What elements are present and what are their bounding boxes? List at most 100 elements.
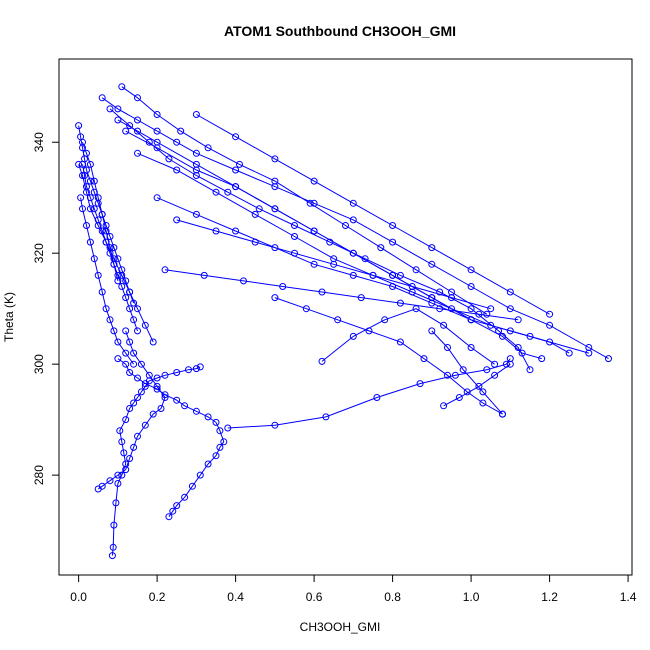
series-3 — [94, 327, 169, 493]
data-point — [161, 371, 169, 379]
data-point — [79, 205, 86, 213]
data-layer — [75, 83, 612, 560]
data-point — [204, 460, 212, 468]
data-point — [318, 288, 326, 296]
series-18 — [118, 83, 491, 318]
data-point — [334, 316, 342, 324]
x-axis-label: CH3OOH_GMI — [300, 620, 381, 634]
series-line — [321, 308, 495, 365]
data-point — [173, 166, 181, 174]
data-point — [94, 194, 102, 202]
data-point — [134, 374, 141, 382]
data-point — [98, 288, 106, 296]
data-point — [487, 305, 495, 313]
chart-title: ATOM1 Southbound CH3OOH_GMI — [224, 23, 456, 39]
data-point — [126, 369, 134, 376]
data-point — [165, 513, 173, 521]
data-point — [114, 355, 122, 363]
data-point — [94, 271, 102, 279]
data-point — [196, 471, 204, 479]
data-point — [491, 371, 499, 379]
data-point — [279, 283, 287, 290]
data-point — [318, 357, 326, 365]
data-point — [134, 394, 141, 401]
series-line — [431, 330, 503, 415]
data-point — [459, 366, 467, 374]
data-point — [526, 332, 534, 340]
data-point — [169, 507, 177, 515]
series-12 — [134, 149, 593, 357]
x-tick-label: 1.0 — [463, 590, 480, 604]
data-point — [90, 177, 98, 185]
data-point — [526, 366, 534, 374]
data-point — [118, 283, 126, 290]
data-point — [310, 227, 318, 235]
data-point — [381, 316, 389, 324]
data-point — [122, 127, 130, 135]
data-point — [98, 94, 106, 102]
data-point — [204, 413, 212, 421]
series-line — [121, 86, 488, 315]
data-point — [232, 166, 240, 174]
series-line — [111, 366, 201, 556]
data-point — [444, 371, 451, 379]
x-tick-label: 0.0 — [70, 590, 87, 604]
data-point — [102, 305, 110, 313]
data-point — [506, 288, 514, 296]
data-point — [479, 399, 487, 407]
series-line — [109, 108, 531, 370]
data-point — [192, 407, 200, 415]
series-2 — [114, 355, 228, 521]
series-13 — [153, 194, 573, 357]
series-21 — [440, 360, 514, 410]
data-point — [565, 349, 573, 357]
data-point — [79, 138, 86, 146]
data-point — [161, 394, 169, 401]
data-point — [98, 482, 106, 490]
data-point — [436, 288, 444, 296]
data-point — [330, 260, 338, 268]
data-point — [212, 188, 220, 196]
data-point — [106, 105, 114, 113]
data-point — [212, 452, 220, 460]
data-point — [491, 360, 499, 368]
data-point — [440, 402, 448, 410]
data-point — [75, 160, 83, 168]
data-point — [114, 255, 122, 263]
series-line — [117, 358, 225, 517]
data-point — [130, 360, 138, 368]
data-point — [153, 144, 161, 152]
data-point — [475, 310, 483, 318]
series-9 — [75, 160, 157, 346]
data-point — [467, 283, 475, 290]
data-point — [134, 94, 141, 102]
data-point — [188, 482, 196, 490]
data-point — [389, 283, 397, 290]
data-point — [255, 205, 263, 213]
data-point — [122, 349, 130, 357]
data-point — [77, 194, 85, 202]
series-line — [125, 130, 472, 321]
data-point — [118, 438, 126, 446]
series-8 — [79, 138, 122, 285]
data-point — [420, 355, 428, 363]
data-point — [90, 255, 98, 263]
data-point — [342, 222, 349, 229]
data-point — [86, 205, 94, 213]
data-point — [373, 394, 381, 401]
data-point — [271, 177, 279, 185]
data-point — [173, 369, 181, 376]
data-point — [157, 405, 165, 412]
series-line — [443, 363, 511, 407]
series-line — [156, 197, 570, 354]
data-point — [200, 271, 208, 279]
data-point — [467, 316, 475, 324]
data-point — [487, 321, 495, 329]
data-point — [212, 227, 220, 235]
data-point — [514, 316, 522, 324]
data-point — [192, 210, 200, 218]
data-point — [122, 294, 130, 302]
data-point — [518, 349, 526, 357]
series-line — [80, 197, 135, 365]
data-point — [83, 166, 90, 174]
